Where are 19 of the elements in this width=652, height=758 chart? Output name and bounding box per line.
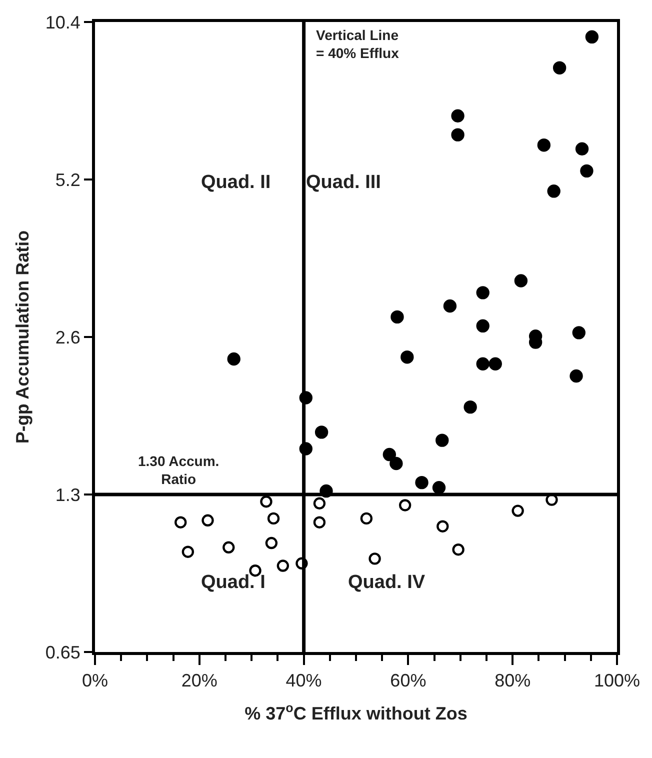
x-tick-label: 100% (594, 670, 640, 691)
y-tick-label: 0.65 (45, 642, 80, 662)
x-tick-label: 0% (82, 670, 108, 691)
x-axis-title: % 37$^{o}$C Efflux without Zos (244, 701, 468, 724)
annotation: Quad. II (201, 172, 271, 193)
x-tick-label: 80% (494, 670, 531, 691)
y-tick-label: 10.4 (45, 12, 80, 32)
annotation: Quad. IV (348, 572, 426, 593)
y-tick-label: 2.6 (55, 327, 80, 348)
y-tick-label: 1.3 (55, 484, 80, 505)
annotation: Quad. I (201, 572, 266, 593)
x-tick-label: 60% (390, 670, 426, 691)
y-axis-title: P-gp Accumulation Ratio (12, 230, 33, 444)
annotation: Quad. III (306, 172, 381, 193)
ref-line-label: 1.30 Accum. Ratio (138, 453, 220, 488)
x-tick-label: 40% (286, 670, 322, 691)
ref-line-label: Vertical Line = 40% Efflux (316, 27, 400, 62)
x-tick-label: 20% (181, 670, 218, 691)
y-tick-label: 5.2 (55, 170, 80, 190)
